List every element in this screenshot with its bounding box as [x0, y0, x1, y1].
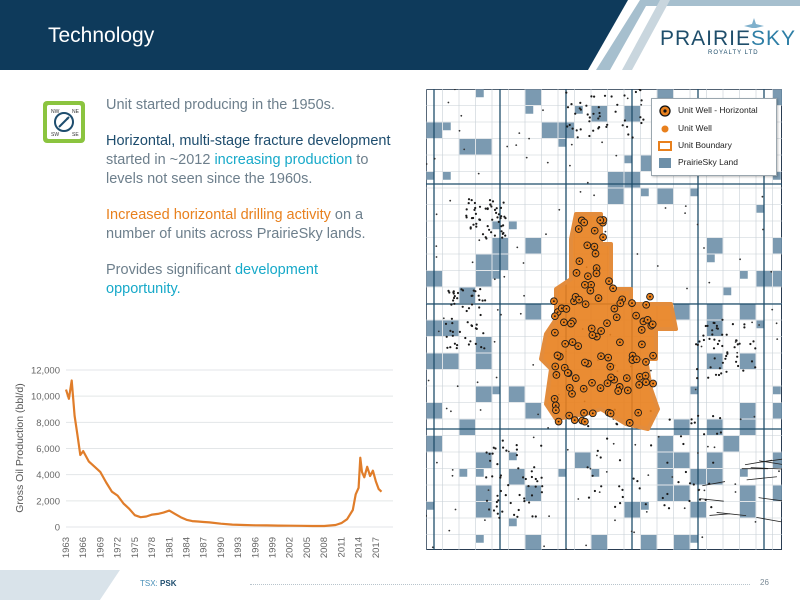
chart-series — [64, 379, 383, 528]
y-tick-label: 10,000 — [31, 392, 60, 403]
land-parcel-icon — [659, 158, 671, 168]
chart-gridlines — [66, 369, 393, 528]
logo-subtitle: ROYALTY LTD — [708, 50, 759, 56]
compass-map-icon: NW NE SW SE — [43, 101, 85, 143]
y-tick-label: 12,000 — [31, 366, 60, 377]
chart-y-ticks: 0 2,000 4,000 6,000 8,000 10,000 12,000 — [31, 366, 60, 534]
x-tick-label: 2017 — [371, 537, 382, 558]
production-series-line — [64, 379, 383, 528]
horizontal-well-icon — [659, 105, 671, 117]
legend-item-prairiesky-land: PrairieSky Land — [658, 156, 738, 168]
x-tick-label: 1999 — [268, 537, 279, 558]
x-tick-label: 2002 — [285, 537, 296, 558]
x-tick-label: 2011 — [336, 537, 347, 557]
logo-sparkle-icon — [744, 18, 764, 28]
x-tick-label: 1984 — [181, 537, 192, 558]
slide-header: Technology PRAIRIESKY ROYALTY LTD — [0, 0, 800, 70]
x-tick-label: 2005 — [302, 537, 313, 558]
chart-y-axis-label: Gross Oil Production (bbl/d) — [14, 383, 26, 513]
footer-divider — [250, 584, 750, 585]
x-tick-label: 2008 — [319, 537, 330, 558]
page-title: Technology — [48, 24, 155, 47]
page-number: 26 — [760, 578, 769, 587]
y-tick-label: 4,000 — [36, 470, 60, 481]
footer-band — [0, 570, 240, 600]
map-well-dots — [426, 89, 782, 550]
legend-item-horizontal: Unit Well - Horizontal — [658, 104, 758, 117]
bullet-2: Horizontal, multi-stage fracture develop… — [106, 133, 391, 187]
svg-text:NW: NW — [51, 109, 60, 115]
y-tick-label: 2,000 — [36, 496, 60, 507]
y-tick-label: 6,000 — [36, 444, 60, 455]
x-tick-label: 1978 — [147, 537, 158, 558]
y-tick-label: 8,000 — [36, 418, 60, 429]
x-tick-label: 1969 — [95, 537, 106, 558]
svg-text:NE: NE — [72, 109, 80, 115]
legend-item-unit-well: Unit Well — [658, 122, 712, 134]
y-tick-label: 0 — [55, 523, 60, 534]
header-banner — [0, 0, 800, 70]
bullet-3: Increased horizontal drilling activity o… — [106, 207, 366, 242]
x-tick-label: 1993 — [233, 537, 244, 558]
map-legend: Unit Well - Horizontal Unit Well Unit Bo… — [651, 98, 777, 176]
legend-item-unit-boundary: Unit Boundary — [658, 139, 732, 151]
unit-boundary-icon — [658, 141, 672, 151]
chart-x-ticks: 1963 1966 1969 1972 1975 1978 1981 1984 1987 1990… — [61, 537, 382, 558]
bullet-1: Unit started producing in the 1950s. — [106, 97, 335, 113]
bullet-4: Provides significant development opportu… — [106, 262, 318, 297]
logo-wordmark: PRAIRIESKY — [660, 27, 797, 50]
svg-text:SE: SE — [72, 132, 79, 138]
x-tick-label: 1981 — [164, 537, 175, 558]
x-tick-label: 1975 — [130, 537, 141, 558]
bullet-text-block: Unit started producing in the 1950s. Hor… — [106, 96, 396, 316]
x-tick-label: 1987 — [199, 537, 210, 558]
x-tick-label: 1972 — [113, 537, 124, 558]
horizontal-well-markers — [550, 216, 657, 427]
svg-text:SW: SW — [51, 132, 59, 138]
x-tick-label: 1966 — [78, 537, 89, 558]
x-tick-label: 1996 — [250, 537, 261, 558]
x-tick-label: 1990 — [216, 537, 227, 558]
x-tick-label: 1963 — [61, 537, 72, 558]
ticker-symbol: TSX: PSK — [140, 579, 177, 588]
x-tick-label: 2014 — [354, 537, 365, 558]
unit-well-icon — [661, 125, 669, 133]
company-logo: PRAIRIESKY ROYALTY LTD — [660, 18, 795, 58]
